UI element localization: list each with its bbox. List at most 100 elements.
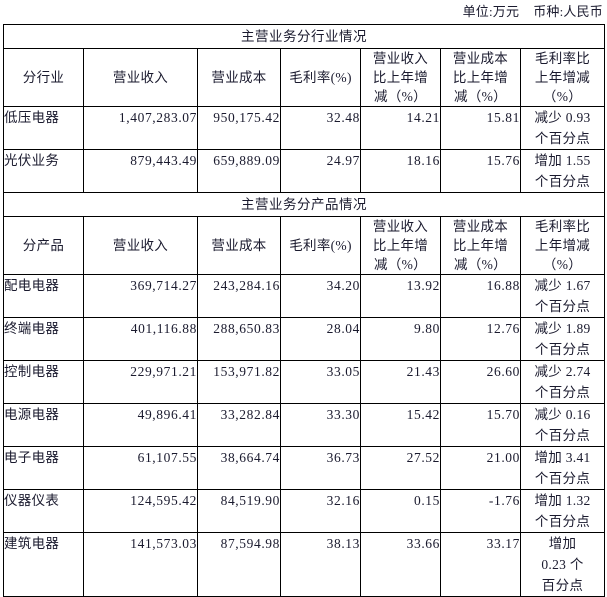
cell-cost-yoy: 16.88: [440, 274, 521, 318]
column-header-6: 毛利率比上年增减 （%）: [519, 216, 606, 275]
section-title: 主营业务分行业情况: [2, 24, 606, 49]
cell-margin-yoy: 减少 1.67 个百分点: [519, 274, 606, 318]
cell-revenue-yoy: 14.21: [360, 106, 441, 150]
column-header-5: 营业成本 比上年增 减（%）: [440, 48, 521, 107]
cell-cost-yoy: 12.76: [440, 317, 521, 361]
column-header-6: 毛利率比 上年增减 （%）: [519, 48, 606, 107]
column-header-3: 毛利率(%): [280, 48, 361, 107]
table-row: 光伏业务 879,443.49 659,889.09 24.97 18.16 15.76 增…: [3, 149, 606, 193]
cell-revenue: 229,971.21: [83, 360, 198, 404]
cell-revenue: 49,896.41: [83, 403, 198, 447]
column-header-5: 营业成本 比上年增 减（%）: [440, 216, 521, 275]
column-header-line: 营业收入: [112, 238, 169, 253]
cell-gross-margin: 33.05: [280, 360, 361, 404]
cell-cost: 950,175.42: [197, 106, 281, 150]
column-header-line: 毛利率比: [534, 51, 591, 66]
cell-revenue: 879,443.49: [83, 149, 198, 193]
cell-cost-yoy: 15.81: [440, 106, 521, 150]
cell-margin-yoy-line: 个百分点: [534, 342, 591, 357]
column-header-line: 营业收入: [372, 219, 429, 234]
column-header-0: 分产品: [3, 216, 84, 275]
row-category-name: 建筑电器: [3, 532, 84, 597]
row-category-name: 电子电器: [3, 446, 84, 490]
cell-cost: 87,594.98: [197, 532, 281, 597]
column-header-line: （%）: [542, 257, 583, 272]
cell-revenue-yoy: 21.43: [360, 360, 441, 404]
column-header-line: 减（%）: [374, 89, 427, 104]
cell-cost: 243,284.16: [197, 274, 281, 318]
section-title-row: 主营业务分行业情况: [2, 24, 606, 49]
cell-revenue: 1,407,283.07: [83, 106, 198, 150]
cell-margin-yoy: 减少 0.16 个百分点: [519, 403, 606, 447]
column-header-line: 营业成本: [452, 51, 509, 66]
cell-cost-yoy: 33.17: [440, 532, 521, 597]
cell-cost-yoy: 15.76: [440, 149, 521, 193]
cell-gross-margin: 34.20: [280, 274, 361, 318]
cell-gross-margin: 33.30: [280, 403, 361, 447]
column-header-1: 营业收入: [83, 216, 198, 275]
cell-margin-yoy: 增加 3.41 个百分点: [519, 446, 606, 490]
table-row: 仪器仪表 124,595.42 84,519.90 32.16 0.15 -1.76 增加 …: [3, 489, 606, 533]
cell-revenue: 61,107.55: [83, 446, 198, 490]
cell-revenue-yoy: 0.15: [360, 489, 441, 533]
cell-margin-yoy: 增加 1.55 个百分点: [519, 149, 606, 193]
column-header-line: 上年增减: [534, 238, 591, 253]
cell-margin-yoy-line: 减少 0.93: [534, 110, 591, 125]
column-header-line: 营业收入: [112, 70, 169, 85]
cell-revenue-yoy: 18.16: [360, 149, 441, 193]
cell-gross-margin: 32.16: [280, 489, 361, 533]
row-category-name: 电源电器: [3, 403, 84, 447]
column-header-line: 毛利率(%): [289, 70, 352, 85]
row-category-name: 终端电器: [3, 317, 84, 361]
cell-margin-yoy-line: 增加 1.32: [534, 493, 591, 508]
table-body: 主营业务分行业情况 分行业 营业收入 营业成本 毛利率(%) 营业收入 比上年增 减（%） 营业…: [2, 24, 606, 597]
cell-margin-yoy-line: 个百分点: [534, 131, 591, 146]
column-header-0: 分行业: [3, 48, 84, 107]
cell-margin-yoy: 减少 2.74 个百分点: [519, 360, 606, 404]
column-header-line: 减（%）: [454, 257, 507, 272]
cell-revenue: 369,714.27: [83, 274, 198, 318]
cell-revenue: 401,116.88: [83, 317, 198, 361]
column-header-line: 营业成本: [211, 238, 267, 253]
section-title-row: 主营业务分产品情况: [2, 192, 606, 217]
cell-margin-yoy-line: 个百分点: [534, 514, 591, 529]
column-header-3: 毛利率(%): [280, 216, 361, 275]
row-category-name: 配电电器: [3, 274, 84, 318]
column-header-line: 比上年增: [372, 238, 429, 253]
cell-margin-yoy-line: 个百分点: [534, 174, 591, 189]
cell-revenue-yoy: 13.92: [360, 274, 441, 318]
column-header-1: 营业收入: [83, 48, 198, 107]
table-row: 低压电器 1,407,283.07 950,175.42 32.48 14.21 15.8…: [3, 106, 606, 150]
cell-revenue-yoy: 15.42: [360, 403, 441, 447]
column-header-line: 毛利率比: [534, 219, 591, 234]
row-category-name: 光伏业务: [3, 149, 84, 193]
column-header-line: 分行业: [22, 70, 65, 85]
cell-cost: 153,971.82: [197, 360, 281, 404]
column-header-4: 营业收入 比上年增 减（%）: [360, 48, 441, 107]
column-header-4: 营业收入比上年增减（%）: [360, 216, 441, 275]
column-header-row: 分行业 营业收入 营业成本 毛利率(%) 营业收入 比上年增 减（%） 营业成本 比上年增 减（%…: [3, 48, 606, 107]
cell-cost-yoy: -1.76: [440, 489, 521, 533]
column-header-line: 减（%）: [374, 257, 427, 272]
cell-margin-yoy-line: 个百分点: [534, 471, 591, 486]
column-header-line: （%）: [542, 89, 583, 104]
cell-cost-yoy: 15.70: [440, 403, 521, 447]
cell-margin-yoy-line: 个百分点: [534, 385, 591, 400]
column-header-line: 营业成本: [452, 219, 509, 234]
cell-revenue: 124,595.42: [83, 489, 198, 533]
column-header-line: 比上年增: [372, 70, 429, 85]
cell-margin-yoy-line: 减少 1.67: [534, 278, 591, 293]
unit-currency-header: 单位:万元 币种:人民币: [0, 0, 607, 24]
table-row: 配电电器 369,714.27 243,284.16 34.20 13.92 16.88 减…: [3, 274, 606, 318]
cell-margin-yoy-line: 增加 3.41: [534, 450, 591, 465]
cell-margin-yoy: 增加 1.32 个百分点: [519, 489, 606, 533]
table-row: 建筑电器 141,573.03 87,594.98 38.13 33.66 33.17 增加…: [3, 532, 606, 597]
unit-label: 单位:万元: [462, 4, 520, 19]
column-header-line: 毛利率(%): [289, 238, 352, 253]
cell-revenue-yoy: 33.66: [360, 532, 441, 597]
column-header-line: 营业成本: [211, 70, 267, 85]
cell-revenue-yoy: 27.52: [360, 446, 441, 490]
cell-gross-margin: 32.48: [280, 106, 361, 150]
cell-margin-yoy: 减少 0.93 个百分点: [519, 106, 606, 150]
